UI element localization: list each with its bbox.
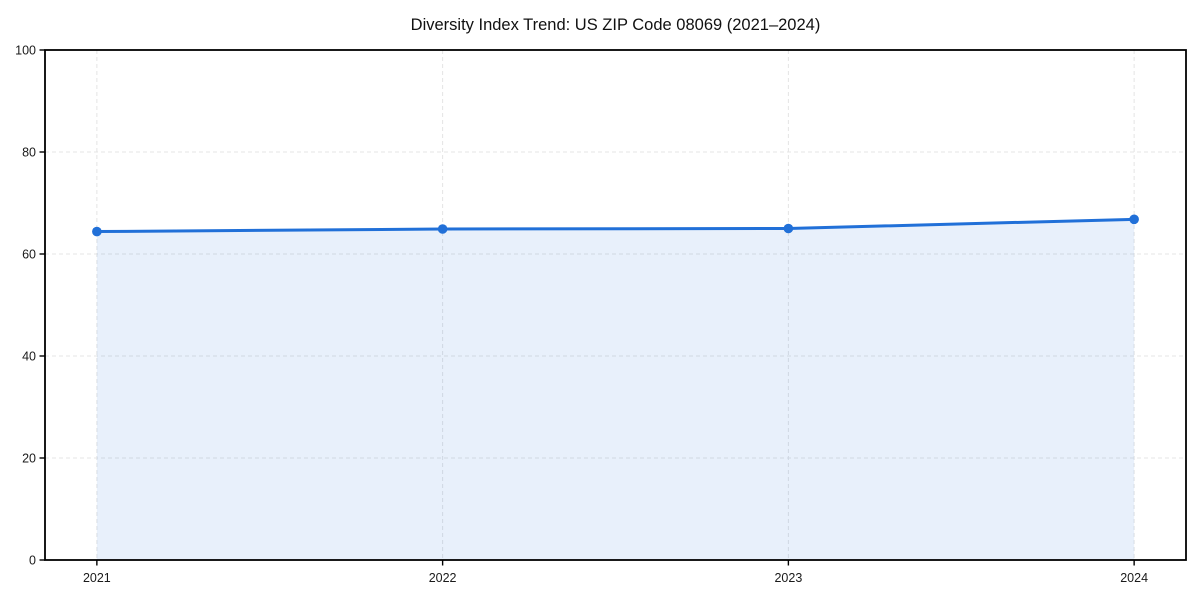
axes-frame	[39, 49, 1187, 566]
chart-title: Diversity Index Trend: US ZIP Code 08069…	[411, 16, 821, 34]
data-points	[92, 214, 1139, 237]
series-area-fill	[96, 219, 1135, 560]
x-tick-label: 2021	[83, 571, 111, 585]
data-point-marker	[92, 226, 102, 237]
gridlines	[45, 49, 1186, 561]
plot-frame	[44, 49, 1187, 561]
y-tick-label: 0	[29, 553, 36, 567]
x-tick-label: 2023	[774, 571, 802, 585]
y-tick-label: 80	[22, 145, 36, 159]
y-tick-label: 20	[22, 451, 36, 465]
tick-labels: 0 20 40 60 80 100 2021 2022 2023 2024	[15, 43, 1148, 585]
data-point-marker	[783, 223, 794, 234]
data-point-marker	[437, 224, 448, 234]
y-tick-label: 60	[22, 247, 36, 261]
trend-line	[95, 217, 1136, 234]
x-tick-label: 2022	[429, 571, 457, 585]
area-fill	[96, 219, 1135, 560]
y-tick-label: 40	[22, 349, 36, 363]
data-point-marker	[1129, 214, 1139, 225]
x-tick-label: 2024	[1120, 571, 1148, 585]
series-line	[95, 217, 1136, 234]
y-tick-label: 100	[15, 43, 36, 57]
